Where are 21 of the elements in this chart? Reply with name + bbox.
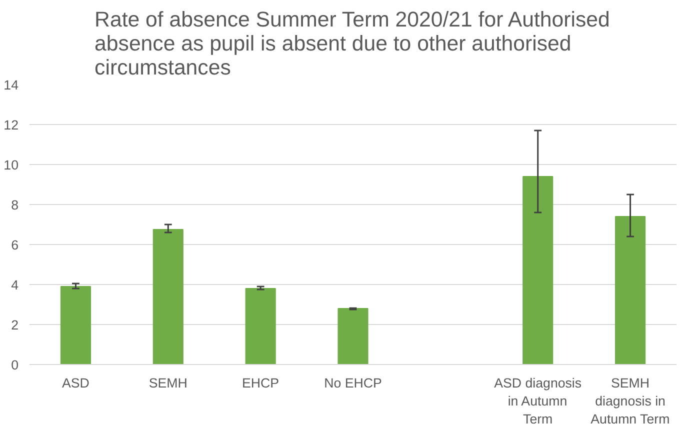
x-tick-label: No EHCP	[324, 376, 382, 390]
x-tick-label: ASD	[62, 376, 90, 390]
x-tick-label: EHCP	[242, 376, 280, 390]
y-tick-label: 12	[4, 118, 19, 132]
x-tick-label: SEMH	[148, 376, 188, 390]
bar	[245, 288, 276, 364]
y-tick-label: 14	[4, 78, 20, 92]
bar	[60, 286, 92, 364]
y-tick-label: 4	[11, 278, 20, 292]
y-tick-label: 2	[11, 318, 19, 332]
x-tick-label: ASD diagnosis in Autumn Term	[494, 376, 582, 426]
y-tick-label: 10	[4, 158, 19, 172]
bar	[522, 176, 554, 364]
y-tick-label: 8	[11, 198, 19, 212]
x-tick-label: SEMH diagnosis in Autumn Term	[590, 376, 670, 426]
chart-title: Rate of absence Summer Term 2020/21 for Authorised absence as pupil is absent due to other authorised circumstances	[94, 8, 610, 80]
y-tick-label: 0	[11, 358, 19, 372]
y-tick-label: 6	[11, 238, 19, 252]
bar	[152, 229, 184, 364]
bar	[614, 216, 646, 364]
bar	[338, 308, 368, 364]
